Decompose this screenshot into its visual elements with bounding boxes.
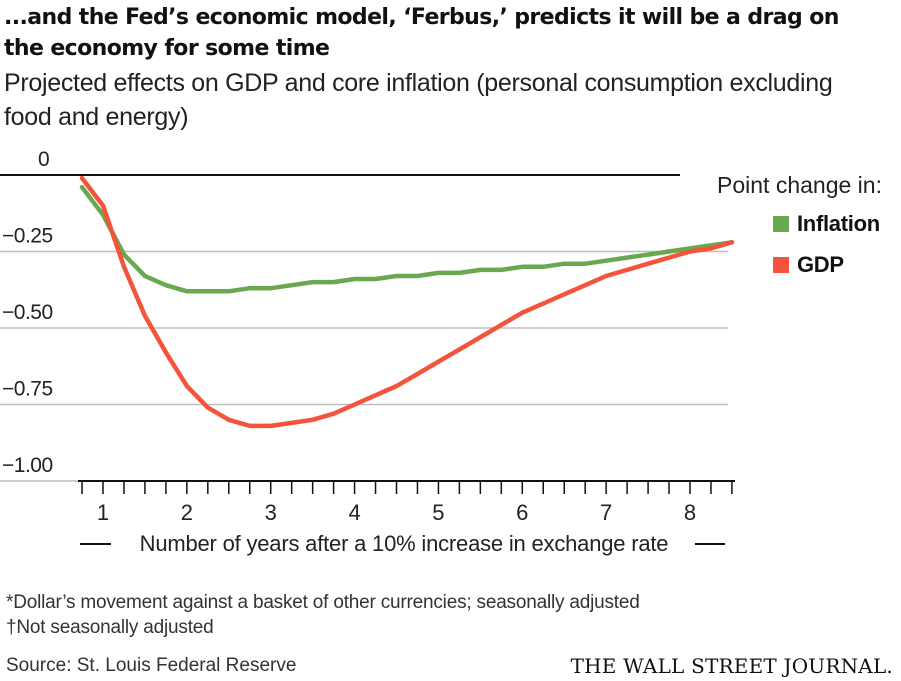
publisher-logo: THE WALL STREET JOURNAL.	[570, 654, 893, 678]
legend-title: Point change in:	[717, 172, 882, 198]
x-tick-label: 1	[97, 500, 109, 525]
y-tick-label: −0.50	[2, 301, 53, 324]
series-lines	[79, 175, 735, 429]
x-tick-label: 7	[600, 500, 612, 525]
legend-swatch-inflation	[773, 216, 789, 232]
x-axis-title-group: Number of years after a 10% increase in …	[80, 531, 725, 556]
y-axis-labels: 0 −0.25 −0.50 −0.75 −1.00	[2, 148, 53, 477]
x-tick-label: 4	[348, 500, 360, 525]
footnote-seasonal: †Not seasonally adjusted	[6, 617, 214, 638]
x-axis-title: Number of years after a 10% increase in …	[140, 531, 669, 556]
series-line-inflation	[79, 184, 735, 294]
chart-title: ...and the Fed’s economic model, ‘Ferbus…	[4, 5, 839, 61]
source-note: Source: St. Louis Federal Reserve	[6, 655, 297, 676]
x-axis: 1 2 3 4 5 6 7 8	[78, 480, 735, 525]
series-line-gdp	[79, 175, 735, 429]
y-tick-label: −1.00	[2, 454, 53, 477]
x-tick-label: 5	[432, 500, 444, 525]
legend-swatch-gdp	[773, 257, 789, 273]
chart-subtitle: Projected effects on GDP and core inflat…	[4, 69, 833, 131]
x-tick-label: 2	[181, 500, 193, 525]
line-chart: 0 −0.25 −0.50 −0.75 −1.00 1 2 3 4 5 6 7 8 Number of…	[0, 148, 735, 556]
x-tick-label: 3	[265, 500, 277, 525]
footnote-dollar: *Dollar’s movement against a basket of o…	[6, 592, 640, 613]
y-tick-label: 0	[38, 148, 49, 171]
legend-label-inflation: Inflation	[797, 211, 880, 236]
x-tick-label: 8	[684, 500, 696, 525]
legend-label-gdp: GDP	[797, 252, 844, 277]
x-tick-label: 6	[516, 500, 528, 525]
y-tick-label: −0.75	[2, 378, 53, 401]
y-tick-label: −0.25	[2, 225, 53, 248]
